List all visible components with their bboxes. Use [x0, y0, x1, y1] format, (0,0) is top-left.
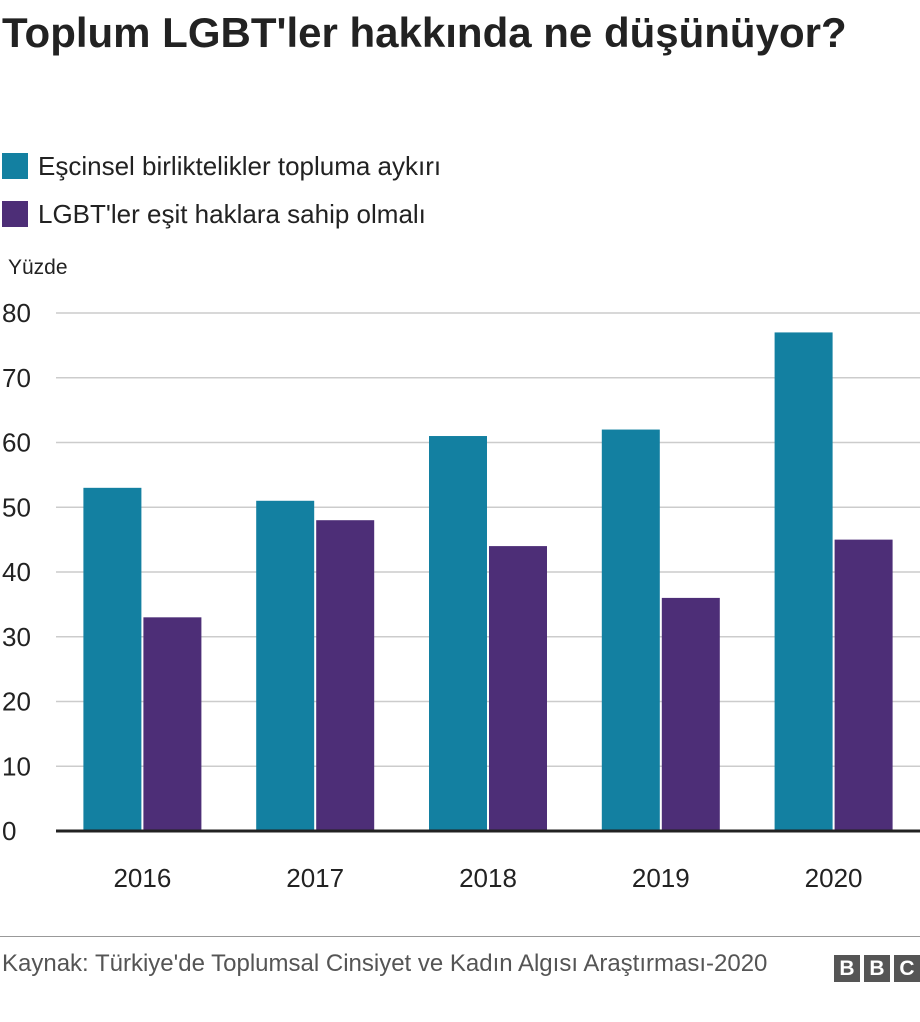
bar-series-2-2020 [834, 539, 893, 831]
bar-chart: 0 10 20 30 40 50 60 70 80 2016 2017 2018 2019 2020 [2, 298, 920, 893]
chart-title: Toplum LGBT'ler hakkında ne düşünüyor? [2, 9, 847, 56]
legend-label-series-1: Eşcinsel birliktelikler topluma aykırı [38, 150, 442, 181]
bbc-logo-letter-2: B [864, 955, 890, 982]
x-tick-label-2018: 2018 [459, 863, 517, 893]
bar-series-2-2018 [489, 546, 547, 831]
bar-series-2-2016 [143, 617, 202, 831]
source-divider [0, 936, 920, 937]
legend-label-series-2: LGBT'ler eşit haklara sahip olmalı [38, 198, 426, 229]
y-tick-label-80: 80 [2, 298, 31, 328]
y-tick-label-10: 10 [2, 751, 31, 781]
legend: Eşcinsel birliktelikler topluma aykırı L… [2, 142, 441, 238]
y-tick-label-30: 30 [2, 622, 31, 652]
legend-swatch-series-2 [2, 201, 28, 227]
y-tick-label-40: 40 [2, 557, 31, 587]
y-tick-label-60: 60 [2, 428, 31, 458]
bbc-logo-letter-1: B [834, 955, 860, 982]
x-tick-label-2019: 2019 [632, 863, 690, 893]
legend-swatch-series-1 [2, 153, 28, 179]
bar-series-1-2020 [774, 332, 833, 831]
legend-item-series-1: Eşcinsel birliktelikler topluma aykırı [2, 142, 441, 190]
y-tick-label-20: 20 [2, 687, 31, 717]
x-tick-label-2020: 2020 [805, 863, 863, 893]
legend-item-series-2: LGBT'ler eşit haklara sahip olmalı [2, 190, 441, 238]
bar-series-2-2017 [316, 520, 375, 831]
bbc-logo-letter-3: C [894, 955, 920, 982]
y-axis-label: Yüzde [8, 256, 68, 279]
y-tick-label-50: 50 [2, 492, 31, 522]
x-tick-label-2017: 2017 [286, 863, 344, 893]
bar-series-1-2018 [429, 436, 487, 831]
bbc-logo: B B C [830, 955, 920, 982]
y-tick-label-0: 0 [2, 816, 16, 846]
bar-series-1-2017 [256, 500, 315, 831]
x-tick-label-2016: 2016 [113, 863, 171, 893]
bar-series-1-2019 [601, 429, 660, 831]
bar-series-1-2016 [83, 487, 142, 831]
source-note: Kaynak: Türkiye'de Toplumsal Cinsiyet ve… [2, 950, 768, 977]
bar-series-2-2019 [661, 597, 720, 831]
y-tick-label-70: 70 [2, 363, 31, 393]
